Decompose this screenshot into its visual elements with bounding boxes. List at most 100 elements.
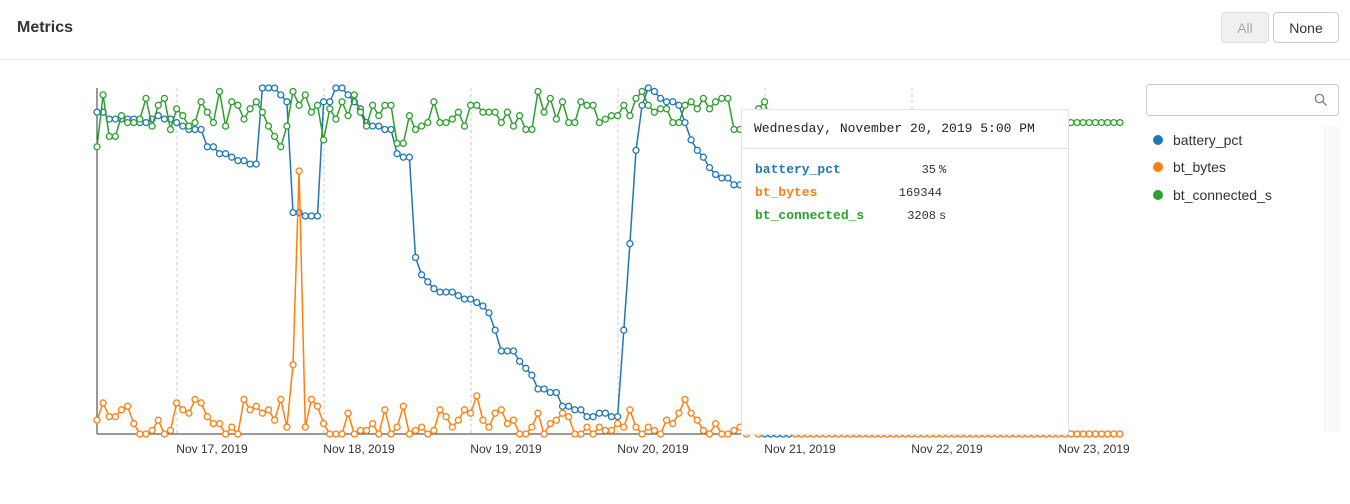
data-point-bt_connected_s xyxy=(393,139,401,148)
data-point-battery_pct xyxy=(344,91,352,99)
data-point-bt_connected_s xyxy=(111,132,120,141)
data-point-bt_connected_s xyxy=(258,108,267,116)
data-point-bt_bytes xyxy=(466,409,475,417)
data-point-bt_bytes xyxy=(319,419,328,428)
data-point-bt_connected_s xyxy=(234,101,242,109)
data-point-bt_bytes xyxy=(687,409,695,417)
data-point-battery_pct xyxy=(656,94,665,103)
data-point-bt_connected_s xyxy=(191,118,199,127)
data-point-battery_pct xyxy=(319,98,328,106)
data-point-bt_connected_s xyxy=(626,112,634,120)
tooltip-series-value: 3208 xyxy=(907,209,936,223)
data-point-bt_bytes xyxy=(491,409,499,417)
data-point-battery_pct xyxy=(368,122,377,130)
data-point-bt_connected_s xyxy=(399,139,407,148)
data-point-bt_connected_s xyxy=(160,94,169,103)
data-point-bt_bytes xyxy=(528,423,536,431)
data-point-bt_bytes xyxy=(295,167,303,175)
x-tick-label: Nov 23, 2019 xyxy=(1058,442,1130,456)
data-point-bt_connected_s xyxy=(730,125,738,134)
data-point-bt_connected_s xyxy=(344,112,352,120)
data-point-battery_pct xyxy=(252,160,260,168)
data-point-bt_connected_s xyxy=(185,122,193,130)
data-point-bt_connected_s xyxy=(448,115,456,123)
data-point-battery_pct xyxy=(326,98,334,106)
data-point-battery_pct xyxy=(613,413,622,421)
data-point-bt_connected_s xyxy=(509,122,518,130)
data-point-bt_connected_s xyxy=(534,87,542,96)
data-point-bt_bytes xyxy=(197,399,205,407)
data-point-bt_connected_s xyxy=(289,87,297,96)
data-point-bt_bytes xyxy=(1097,430,1106,438)
data-point-bt_bytes xyxy=(417,423,426,431)
data-point-bt_connected_s xyxy=(283,122,291,130)
data-point-bt_connected_s xyxy=(387,101,395,109)
data-point-bt_connected_s xyxy=(1116,118,1124,127)
data-point-bt_bytes xyxy=(705,430,714,438)
data-point-bt_connected_s xyxy=(1103,118,1112,127)
data-point-battery_pct xyxy=(620,326,628,334)
data-point-bt_bytes xyxy=(613,419,622,428)
data-point-bt_connected_s xyxy=(595,118,603,127)
data-point-battery_pct xyxy=(313,212,322,220)
data-point-battery_pct xyxy=(466,295,475,303)
data-point-battery_pct xyxy=(381,125,389,134)
data-point-battery_pct xyxy=(454,291,463,300)
data-point-bt_connected_s xyxy=(240,115,248,123)
legend-scrollbar[interactable] xyxy=(1324,126,1340,432)
data-point-battery_pct xyxy=(436,288,444,296)
data-point-bt_connected_s xyxy=(632,94,640,103)
data-point-bt_bytes xyxy=(252,402,260,410)
select-all-button[interactable]: All xyxy=(1221,12,1269,43)
x-tick-label: Nov 19, 2019 xyxy=(470,442,542,456)
data-point-battery_pct xyxy=(503,347,512,355)
data-point-bt_bytes xyxy=(589,430,597,438)
data-point-bt_connected_s xyxy=(515,112,524,120)
data-point-bt_connected_s xyxy=(203,108,211,116)
data-point-battery_pct xyxy=(473,298,481,307)
data-point-bt_bytes xyxy=(675,409,683,417)
legend-search[interactable] xyxy=(1146,84,1339,116)
data-point-bt_connected_s xyxy=(442,118,450,127)
data-point-bt_bytes xyxy=(375,430,383,438)
data-point-battery_pct xyxy=(277,91,285,99)
data-point-battery_pct xyxy=(442,288,450,296)
data-point-bt_bytes xyxy=(344,409,352,417)
data-point-bt_bytes xyxy=(485,423,493,431)
data-point-battery_pct xyxy=(215,150,224,158)
data-point-bt_connected_s xyxy=(117,112,126,120)
data-point-bt_bytes xyxy=(479,416,487,424)
data-point-bt_bytes xyxy=(221,430,230,438)
data-point-bt_connected_s xyxy=(228,98,236,106)
legend-item-bt-bytes[interactable]: bt_bytes xyxy=(1146,154,1324,182)
data-point-bt_bytes xyxy=(669,419,677,428)
data-point-bt_bytes xyxy=(540,430,548,438)
data-point-bt_bytes xyxy=(711,419,720,428)
legend-item-bt-connected-s[interactable]: bt_connected_s xyxy=(1146,181,1324,209)
data-point-bt_connected_s xyxy=(1091,118,1100,127)
select-none-button[interactable]: None xyxy=(1273,12,1339,43)
data-point-bt_connected_s xyxy=(454,108,463,116)
data-point-battery_pct xyxy=(93,108,101,116)
tooltip-title: Wednesday, November 20, 2019 5:00 PM xyxy=(742,110,1068,149)
data-point-bt_bytes xyxy=(571,430,579,438)
data-point-bt_connected_s xyxy=(485,108,493,116)
data-point-bt_bytes xyxy=(632,423,640,431)
legend-item-battery-pct[interactable]: battery_pct xyxy=(1146,126,1324,154)
data-point-bt_connected_s xyxy=(215,87,224,96)
data-point-bt_bytes xyxy=(724,430,732,438)
data-point-bt_connected_s xyxy=(381,101,389,109)
data-point-bt_bytes xyxy=(564,413,573,421)
data-point-bt_connected_s xyxy=(411,125,420,134)
data-point-bt_connected_s xyxy=(650,108,659,116)
data-point-bt_connected_s xyxy=(264,122,273,130)
legend-search-input[interactable] xyxy=(1153,85,1307,115)
page-title: Metrics xyxy=(17,19,74,36)
data-point-bt_bytes xyxy=(111,413,120,421)
data-point-bt_connected_s xyxy=(277,143,285,151)
data-point-bt_bytes xyxy=(399,402,407,410)
data-point-bt_connected_s xyxy=(503,108,512,116)
data-point-bt_connected_s xyxy=(326,105,334,113)
data-point-bt_connected_s xyxy=(301,91,309,99)
data-point-battery_pct xyxy=(209,143,218,151)
